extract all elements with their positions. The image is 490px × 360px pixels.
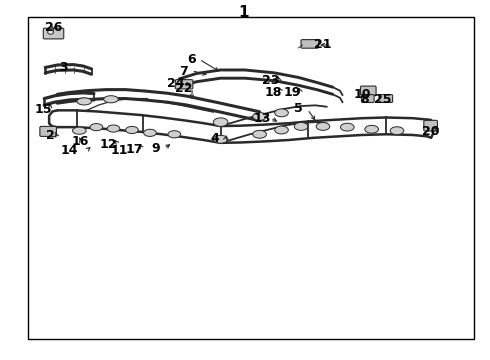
Ellipse shape [253,112,267,120]
Ellipse shape [213,118,228,126]
Text: 23: 23 [262,74,279,87]
Ellipse shape [125,126,138,134]
Ellipse shape [275,109,288,117]
Ellipse shape [390,127,404,135]
Text: 2: 2 [46,129,54,142]
Ellipse shape [294,122,308,130]
Text: 11: 11 [111,144,128,157]
Ellipse shape [253,130,267,138]
Text: 22: 22 [175,82,193,95]
Text: 4: 4 [210,132,219,145]
FancyBboxPatch shape [43,28,64,39]
Ellipse shape [341,123,354,131]
Ellipse shape [107,125,120,132]
Text: 13: 13 [253,112,271,125]
Text: 25: 25 [374,93,391,106]
Ellipse shape [73,127,86,134]
Text: 1: 1 [238,5,249,19]
Ellipse shape [90,123,103,131]
Text: 5: 5 [294,102,303,115]
Text: 15: 15 [35,103,52,116]
Text: 18: 18 [265,86,282,99]
Ellipse shape [77,98,92,105]
FancyBboxPatch shape [301,40,318,48]
Text: 19: 19 [283,86,300,99]
Text: 16: 16 [72,135,89,148]
Ellipse shape [168,131,181,138]
FancyBboxPatch shape [40,126,56,136]
Ellipse shape [316,122,330,130]
Text: 21: 21 [314,38,332,51]
Text: 20: 20 [422,125,440,138]
Text: 8: 8 [360,93,368,106]
Circle shape [48,30,53,34]
Text: 14: 14 [61,144,78,157]
Ellipse shape [104,96,118,103]
Ellipse shape [365,125,378,133]
FancyBboxPatch shape [362,95,374,103]
FancyBboxPatch shape [379,95,392,103]
FancyBboxPatch shape [175,80,193,89]
Ellipse shape [275,126,288,134]
Text: 26: 26 [45,21,62,33]
Text: 9: 9 [151,142,160,155]
Text: 7: 7 [179,64,188,77]
FancyBboxPatch shape [424,120,438,131]
Ellipse shape [144,129,156,136]
Ellipse shape [213,135,228,143]
Text: 3: 3 [59,60,68,73]
Text: 10: 10 [353,88,370,101]
Text: 6: 6 [187,53,196,66]
Text: 17: 17 [125,143,143,156]
Text: 24: 24 [167,77,185,90]
Text: 12: 12 [100,138,117,151]
FancyBboxPatch shape [361,86,376,95]
